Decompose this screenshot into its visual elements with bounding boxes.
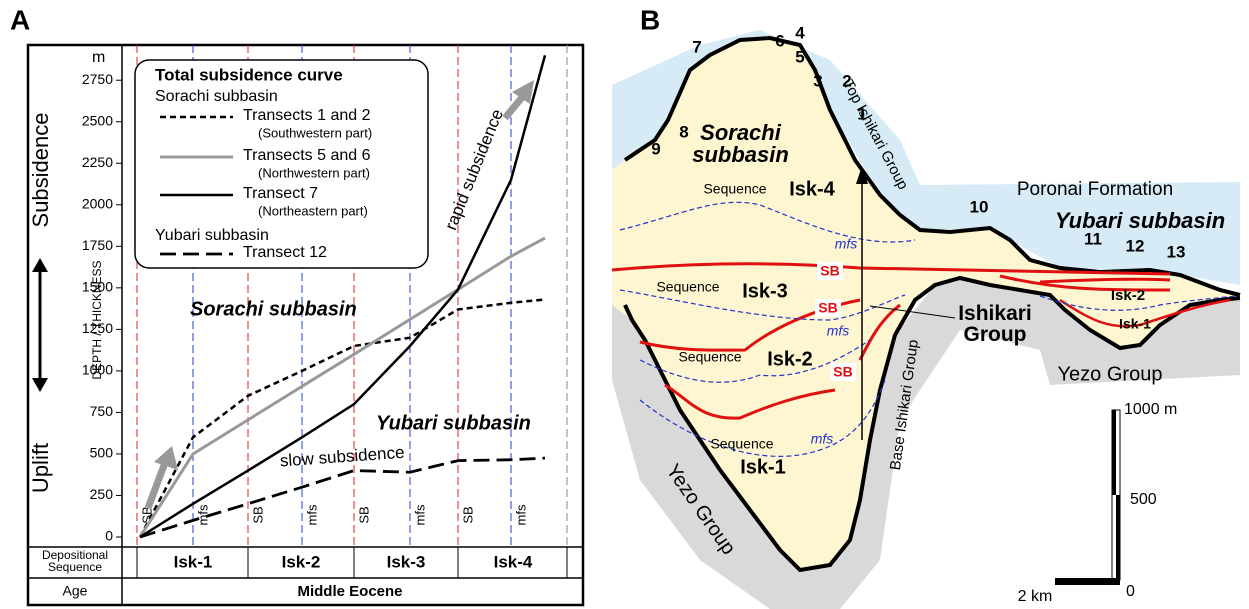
sb-label: SB — [820, 263, 839, 279]
y-tick-label: 1000 — [82, 362, 113, 378]
y-tick-label: 750 — [90, 403, 114, 419]
y-tick-label: 1750 — [82, 237, 113, 253]
annotation: Sorachi subbasin — [190, 298, 357, 320]
sequence-label: Isk-1 — [1119, 316, 1151, 332]
subbasin-label: Yubari subbasin — [1055, 208, 1225, 233]
sequence-word: Sequence — [656, 279, 719, 295]
locality-number: 3 — [813, 71, 822, 90]
legend-entry: Transects 1 and 2 — [243, 107, 371, 124]
y-tick-label: 500 — [90, 445, 114, 461]
legend-title: Total subsidence curve — [155, 65, 343, 84]
mfs-label: mfs — [827, 323, 850, 339]
locality-number: 4 — [795, 23, 805, 42]
legend-entry: Transects 5 and 6 — [243, 147, 371, 164]
scale-label: 1000 m — [1124, 401, 1177, 418]
sb-label: SB — [818, 300, 837, 316]
double-arrow — [32, 258, 48, 392]
sequence-cell: Isk-1 — [174, 552, 213, 571]
locality-number: 6 — [775, 31, 784, 50]
y-tick-label: 1250 — [82, 320, 113, 336]
sb-label: SB — [833, 364, 852, 380]
legend-note: (Southwestern part) — [258, 125, 372, 140]
sequence-cell: Isk-3 — [387, 552, 426, 571]
y-tick-label: 2500 — [82, 112, 113, 128]
trend-arrow — [505, 95, 524, 118]
group-label: Yezo Group — [1058, 363, 1163, 385]
locality-number: 12 — [1126, 236, 1145, 255]
sequence-cell: Isk-4 — [494, 552, 533, 571]
scale-segment — [1055, 578, 1120, 585]
sequence-word: Sequence — [678, 349, 741, 365]
row-label: Depositional Sequence — [28, 549, 122, 573]
y-tick-label: 0 — [105, 528, 113, 544]
age: Middle Eocene — [297, 583, 402, 600]
panel-label: B — [640, 4, 660, 35]
x-tick-label: SB — [460, 506, 475, 523]
mfs-label: mfs — [811, 431, 834, 447]
group-label: Ishikari Group — [945, 303, 1045, 345]
direction-label: Subsidence — [28, 113, 53, 228]
sequence-cell: Isk-2 — [282, 552, 321, 571]
figure: A B m DEPTH / THICKNESS Subsidence Uplif… — [0, 0, 1249, 609]
scale-bar — [1055, 410, 1120, 585]
formation-label: Poronai Formation — [1017, 179, 1173, 200]
sequence-label: Isk-2 — [767, 348, 813, 370]
locality-number: 10 — [970, 197, 989, 216]
locality-number: 9 — [651, 139, 660, 158]
legend-group: Yubari subbasin — [155, 227, 269, 244]
y-tick-label: 1500 — [82, 279, 113, 295]
scale-segment — [1112, 410, 1116, 495]
x-tick-label: mfs — [412, 504, 427, 525]
row-label: Age — [63, 583, 88, 599]
x-tick-label: SB — [250, 506, 265, 523]
direction-label: Uplift — [28, 443, 53, 493]
arrow-head — [32, 258, 48, 272]
subbasin-label: Sorachi subbasin — [683, 122, 798, 166]
legend-group: Sorachi subbasin — [155, 88, 278, 105]
locality-number: 7 — [692, 37, 701, 56]
locality-number: 5 — [795, 47, 804, 66]
mfs-label: mfs — [835, 236, 858, 252]
scale-label: 2 km — [1018, 588, 1053, 605]
arrow-head — [32, 378, 48, 392]
sequence-word: Sequence — [710, 436, 773, 452]
x-tick-label: mfs — [513, 504, 528, 525]
scale-label: 0 — [1126, 583, 1135, 600]
scale-segment — [1116, 495, 1120, 580]
y-unit: m — [92, 49, 105, 66]
x-tick-label: SB — [356, 506, 371, 523]
sequence-label: Isk-3 — [742, 280, 788, 302]
y-tick-label: 2750 — [82, 71, 113, 87]
x-tick-label: mfs — [304, 504, 319, 525]
legend-entry: Transect 12 — [243, 244, 327, 261]
page: A B m DEPTH / THICKNESS Subsidence Uplif… — [0, 0, 1249, 609]
annotation: slow subsidence — [279, 443, 405, 471]
scale-label: 500 — [1130, 491, 1157, 508]
series-line — [140, 238, 545, 537]
legend-note: (Northeastern part) — [258, 203, 368, 218]
legend-entry: Transect 7 — [243, 185, 318, 202]
sequence-label: Isk-2 — [1111, 287, 1145, 304]
sequence-word: Sequence — [703, 181, 766, 197]
sequence-label: Isk-4 — [789, 178, 835, 200]
locality-number: 13 — [1167, 242, 1186, 261]
y-tick-label: 2000 — [82, 195, 113, 211]
annotation: Yubari subbasin — [376, 412, 531, 434]
annotation: rapid subsidence — [441, 106, 507, 232]
panel-label: A — [10, 4, 30, 35]
sequence-label: Isk-1 — [740, 456, 786, 478]
legend-note: (Northwestern part) — [258, 165, 370, 180]
y-tick-label: 2250 — [82, 154, 113, 170]
y-tick-label: 250 — [90, 486, 114, 502]
